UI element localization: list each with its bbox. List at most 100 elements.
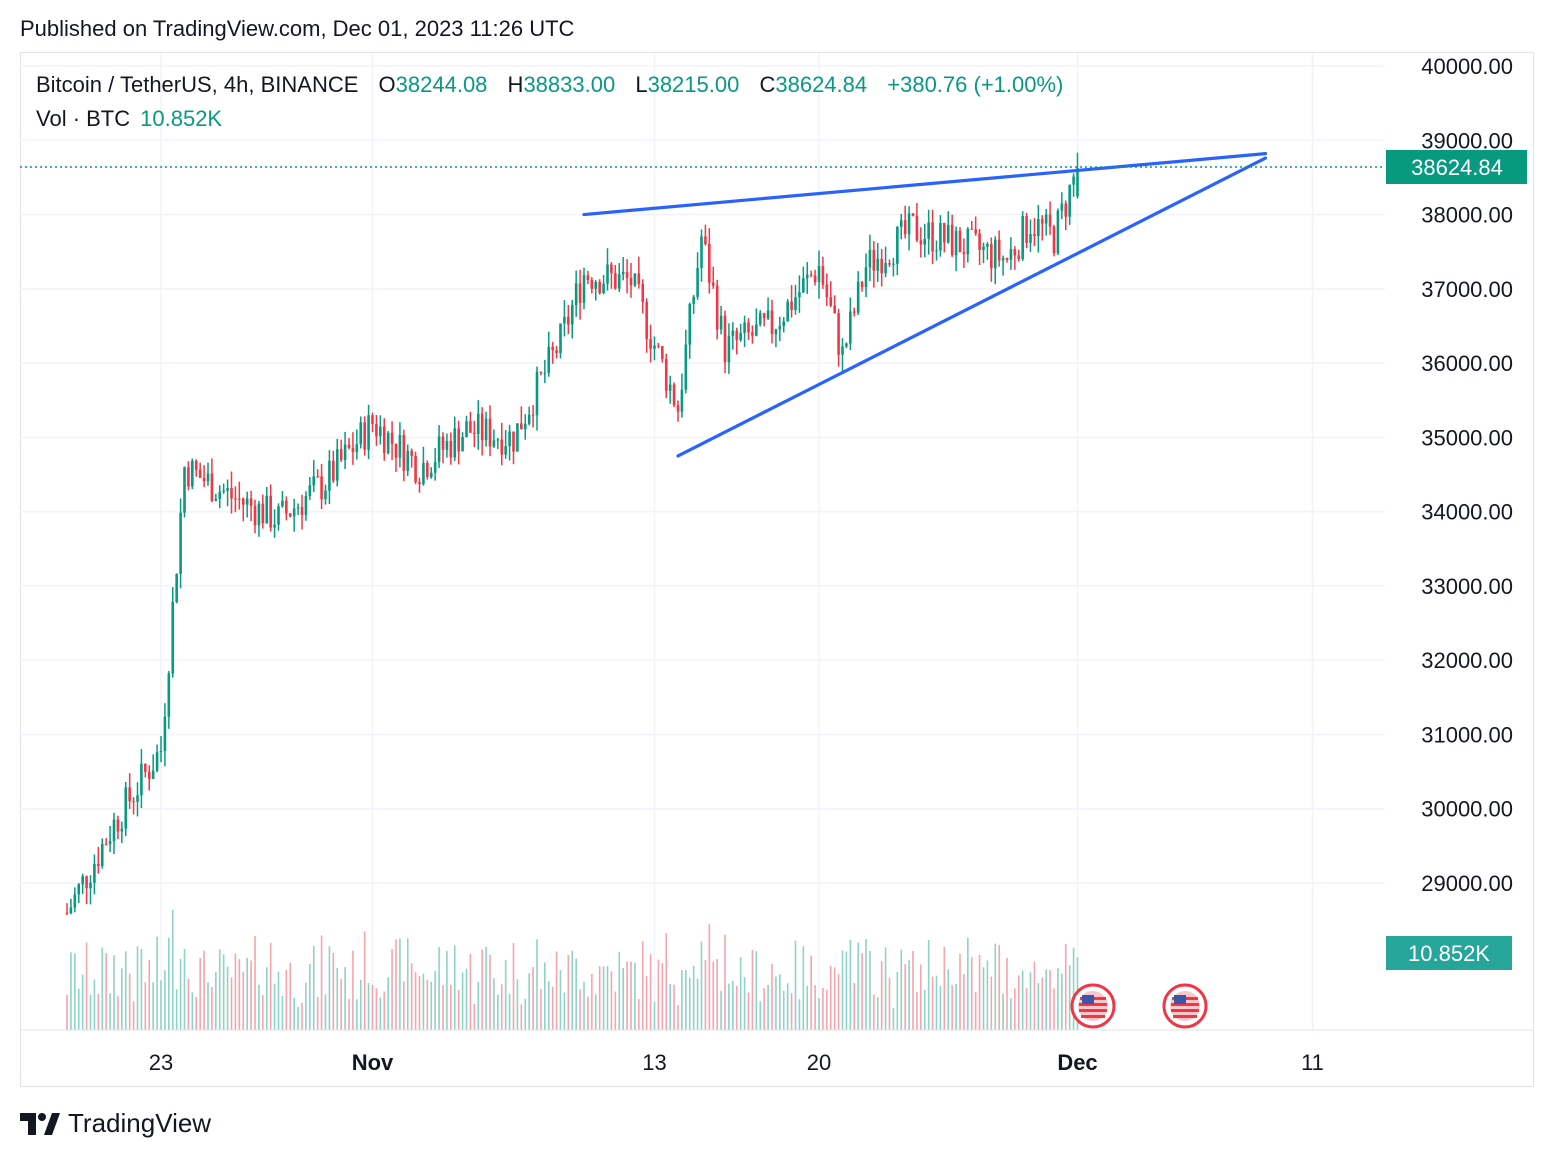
volume-bar [524, 998, 527, 1030]
volume-bar [418, 975, 421, 1030]
volume-bar [254, 936, 256, 1030]
volume-bar [986, 960, 989, 1030]
candle-body [277, 506, 280, 525]
candle-body [594, 282, 598, 289]
candle-body [1064, 203, 1068, 217]
candle-body [625, 271, 629, 278]
volume-bar [124, 951, 127, 1030]
candle-body [664, 359, 668, 391]
volume-bar [520, 1004, 523, 1030]
chart-frame[interactable] [20, 52, 1534, 1087]
candle-body [821, 266, 825, 285]
candle-body [496, 439, 500, 441]
candle-body [120, 828, 124, 832]
time-tick-label: Nov [352, 1050, 394, 1075]
volume-bar [967, 937, 969, 1030]
volume-bar [649, 954, 652, 1030]
candle-body [590, 279, 594, 289]
volume-bar [230, 977, 233, 1030]
candle-body [1076, 168, 1079, 197]
candle-body [147, 771, 151, 779]
volume-bar [356, 999, 358, 1030]
us-flag-icon[interactable] [1162, 983, 1208, 1029]
candle-body [915, 215, 919, 241]
candle-body [249, 498, 253, 506]
volume-bar [199, 958, 201, 1030]
price-axis: 40000.00 39000.00 38000.00 37000.00 36000.00… [1421, 54, 1513, 896]
candle-body [488, 418, 492, 447]
change-value: +380.76 (+1.00%) [887, 72, 1064, 97]
candle-body [112, 819, 116, 842]
candle-body [516, 423, 519, 452]
volume-bar [606, 966, 609, 1030]
candle-body [680, 389, 684, 412]
tradingview-brand: TradingView [68, 1108, 212, 1138]
volume-bar [226, 966, 229, 1030]
candle-body [731, 330, 735, 336]
candle-body [778, 326, 782, 330]
candle-body [523, 423, 527, 430]
volume-bar [845, 951, 848, 1030]
volume-bar [547, 981, 550, 1030]
candle-body [500, 439, 504, 455]
candle-body [574, 283, 578, 306]
candle-body [437, 436, 441, 462]
volume-bar [301, 1002, 303, 1030]
candle-body [696, 268, 699, 297]
volume-bar [622, 968, 624, 1030]
volume-bar [708, 924, 711, 1030]
candle-body [950, 224, 954, 256]
volume-bar [74, 953, 76, 1030]
volume-bar [442, 985, 444, 1030]
candle-body [637, 273, 641, 285]
volume-bar [1014, 988, 1016, 1030]
candle-body [339, 449, 343, 460]
candle-body [155, 752, 159, 771]
volume-bar [583, 981, 585, 1030]
candle-body [179, 512, 182, 574]
candle-body [402, 435, 406, 471]
volume-bar [775, 976, 777, 1030]
volume-bar [594, 994, 597, 1030]
high-label: H [507, 72, 524, 97]
candle-body [555, 350, 558, 354]
symbol-title[interactable]: Bitcoin / TetherUS, 4h, BINANCE [36, 72, 359, 97]
candle-body [520, 423, 523, 430]
candle-body [281, 500, 284, 507]
candle-body [226, 488, 229, 491]
volume-bar [692, 965, 695, 1030]
candle-body [790, 301, 793, 311]
candle-body [288, 513, 292, 517]
volume-bar [1041, 978, 1044, 1030]
volume-bar [438, 947, 440, 1030]
candle-body [371, 415, 374, 424]
tradingview-logo-icon [20, 1112, 60, 1135]
volume-bar [739, 957, 742, 1030]
close-value: 38624.84 [775, 72, 868, 97]
candle-body [1037, 218, 1040, 236]
candle-body [833, 305, 836, 314]
candle-body [359, 422, 363, 445]
tradingview-logo[interactable]: TradingView [20, 1108, 211, 1139]
candle-body [617, 274, 621, 289]
candle-body [903, 220, 907, 235]
volume-bar [567, 954, 570, 1030]
us-flag-icon[interactable] [1070, 983, 1116, 1029]
candle-body [802, 278, 805, 293]
volume-bar [203, 950, 205, 1030]
volume-bar [152, 982, 154, 1030]
candle-body [163, 716, 167, 751]
candle-body [817, 266, 821, 283]
volume-bar [422, 973, 425, 1030]
candle-body [194, 460, 198, 470]
candle-body [1025, 216, 1028, 243]
time-tick-label: 11 [1301, 1050, 1324, 1075]
candle-body [672, 384, 676, 406]
volume-bar [833, 967, 836, 1030]
volume-bar [970, 957, 973, 1030]
volume-bar [457, 989, 460, 1030]
volume-bar [281, 996, 284, 1030]
candle-body [1017, 255, 1021, 260]
volume-bar [434, 970, 436, 1030]
